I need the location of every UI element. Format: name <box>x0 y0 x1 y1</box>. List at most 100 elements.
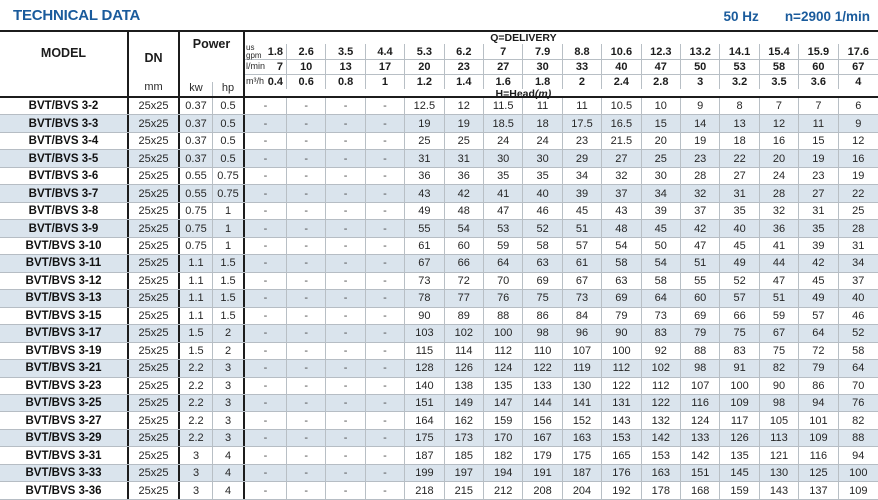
head-value-cell: 151 <box>405 394 445 412</box>
head-value-cell: 45 <box>720 237 760 255</box>
head-value-cell: 119 <box>563 360 603 377</box>
model-cell: BVT/BVS 3-33 <box>0 464 129 482</box>
table-row: BVT/BVS 3-36 25x25 3 4- - - -218 215 212 208 204 19… <box>0 482 878 500</box>
kw-cell: 1.5 <box>180 325 213 342</box>
head-value-cell: 45 <box>642 220 681 237</box>
head-value-cell: 55 <box>681 272 721 290</box>
table-row: BVT/BVS 3-23 25x25 2.2 3- - - -140 138 135 133 130… <box>0 377 878 395</box>
unit-value-cell: 8.8 <box>563 44 603 59</box>
unit-row: us gpm 1.8 2.6 3.5 4.4 5.3 6.2 7 7.9 8.8 10.6 12.3 1… <box>245 44 878 60</box>
head-value-cell: 11 <box>563 98 603 115</box>
head-value-cell: 116 <box>681 394 721 412</box>
dn-cell: 25x25 <box>129 360 180 377</box>
dn-cell: 25x25 <box>129 464 180 482</box>
head-value-cell: 47 <box>681 237 721 255</box>
table-row: BVT/BVS 3-11 25x25 1.1 1.5- - - -67 66 64 63 61 58 5… <box>0 255 878 273</box>
head-value-cell: 147 <box>484 394 524 412</box>
head-value-cell: 109 <box>849 484 868 497</box>
head-value-cell: 49 <box>405 202 445 220</box>
head-value-cell: 122 <box>523 360 563 377</box>
head-value-cell: 32 <box>681 185 721 202</box>
head-value-cell: 16.5 <box>602 115 642 132</box>
head-value-cell: 18 <box>523 115 563 132</box>
unit-value-cell: 2 <box>563 75 603 89</box>
head-value-cell: 82 <box>852 414 865 427</box>
head-value-cell: 27 <box>720 167 760 185</box>
head-value-cell: 52 <box>720 272 760 290</box>
table-row: BVT/BVS 3-7 25x25 0.55 0.75- - - -43 42 41 40 39 37… <box>0 185 878 203</box>
head-value-cell: 176 <box>602 464 642 482</box>
unit-value-cell: 1.6 <box>484 75 524 89</box>
model-cell: BVT/BVS 3-3 <box>0 115 129 132</box>
unit-value-cell: 10 <box>287 60 327 74</box>
unit-value-cell: 23 <box>445 60 484 74</box>
head-value-cell: 17.5 <box>563 115 603 132</box>
head-value-cell: 153 <box>602 429 642 447</box>
model-cell: BVT/BVS 3-6 <box>0 167 129 185</box>
head-value-cell: 18.5 <box>484 115 524 132</box>
head-value-cell: 75 <box>720 325 760 342</box>
dn-cell: 25x25 <box>129 150 180 167</box>
head-value-cell: 60 <box>445 237 484 255</box>
head-value-cell: 132 <box>642 412 681 429</box>
head-value-cell: 48 <box>602 220 642 237</box>
head-value-cell: 79 <box>681 325 721 342</box>
head-value-cell: 100 <box>720 377 760 394</box>
table-row: BVT/BVS 3-17 25x25 1.5 2- - - -103 102 100 98 96 90… <box>0 325 878 343</box>
table-row: BVT/BVS 3-27 25x25 2.2 3- - - -164 162 159 156 152… <box>0 412 878 430</box>
kw-cell: 2.2 <box>180 429 213 447</box>
kw-cell: 0.37 <box>180 115 213 132</box>
head-value-cell: 66 <box>720 307 760 325</box>
head-value-cell: - <box>245 360 287 377</box>
head-value-cell: 9 <box>681 98 721 115</box>
head-value-cell: 27 <box>602 150 642 167</box>
head-value-cell: 124 <box>681 412 721 429</box>
unit-value-cell: 1.4 <box>445 75 484 89</box>
head-value-cell: 103 <box>405 325 445 342</box>
head-value-cell: 69 <box>602 290 642 307</box>
head-value-cell: 128 <box>405 360 445 377</box>
head-value-cell: 47 <box>484 202 524 220</box>
head-value-cell: 185 <box>445 447 484 464</box>
head-value-cell: 40 <box>720 220 760 237</box>
head-value-cell: - <box>245 167 287 185</box>
unit-value: 7 <box>276 61 283 73</box>
hp-cell: 0.5 <box>213 115 245 132</box>
unit-value-cell: 17.6 <box>847 45 869 58</box>
head-value-cell: 135 <box>720 447 760 464</box>
head-value-cell: 124 <box>484 360 524 377</box>
head-value-cell: 170 <box>484 429 524 447</box>
unit-value-cell: 17 <box>366 60 406 74</box>
head-value-cell: 100 <box>849 467 868 480</box>
hp-cell: 1.5 <box>213 255 245 272</box>
power-header-label: Power <box>192 37 231 51</box>
unit-value-cell: 2.6 <box>287 44 327 59</box>
hp-cell: 1.5 <box>213 290 245 307</box>
head-value-cell: 41 <box>484 185 524 202</box>
head-value-cell: 191 <box>523 464 563 482</box>
head-value-cell: - <box>287 167 327 185</box>
head-value-cell: 40 <box>852 292 865 305</box>
head-value-cell: 173 <box>445 429 484 447</box>
head-value-cell: 208 <box>523 482 563 499</box>
head-value-cell: 159 <box>720 482 760 499</box>
head-value-cell: 28 <box>681 167 721 185</box>
technical-data-table: MODEL DN mm Power kw hp Q=DELIVERY us gp… <box>0 30 878 500</box>
model-cell: BVT/BVS 3-15 <box>0 307 129 325</box>
table-row: BVT/BVS 3-8 25x25 0.75 1- - - -49 48 47 46 45 43 39 3… <box>0 202 878 221</box>
dn-cell: 25x25 <box>129 237 180 255</box>
hp-cell: 3 <box>213 394 245 412</box>
head-value-cell: 19 <box>852 170 865 183</box>
hp-cell: 4 <box>213 447 245 464</box>
head-value-cell: - <box>366 98 406 115</box>
unit-row: l/min 7 10 13 17 20 23 27 30 33 40 47 50 53 58 60 67 <box>245 60 878 75</box>
head-value-cell: 156 <box>523 412 563 429</box>
model-cell: BVT/BVS 3-25 <box>0 394 129 412</box>
dn-cell: 25x25 <box>129 412 180 429</box>
kw-cell: 2.2 <box>180 360 213 377</box>
dn-cell: 25x25 <box>129 220 180 237</box>
head-value-cell: 61 <box>405 237 445 255</box>
head-value-cell: 20 <box>760 150 800 167</box>
head-value-cell: 125 <box>799 464 839 482</box>
kw-cell: 3 <box>180 482 213 499</box>
